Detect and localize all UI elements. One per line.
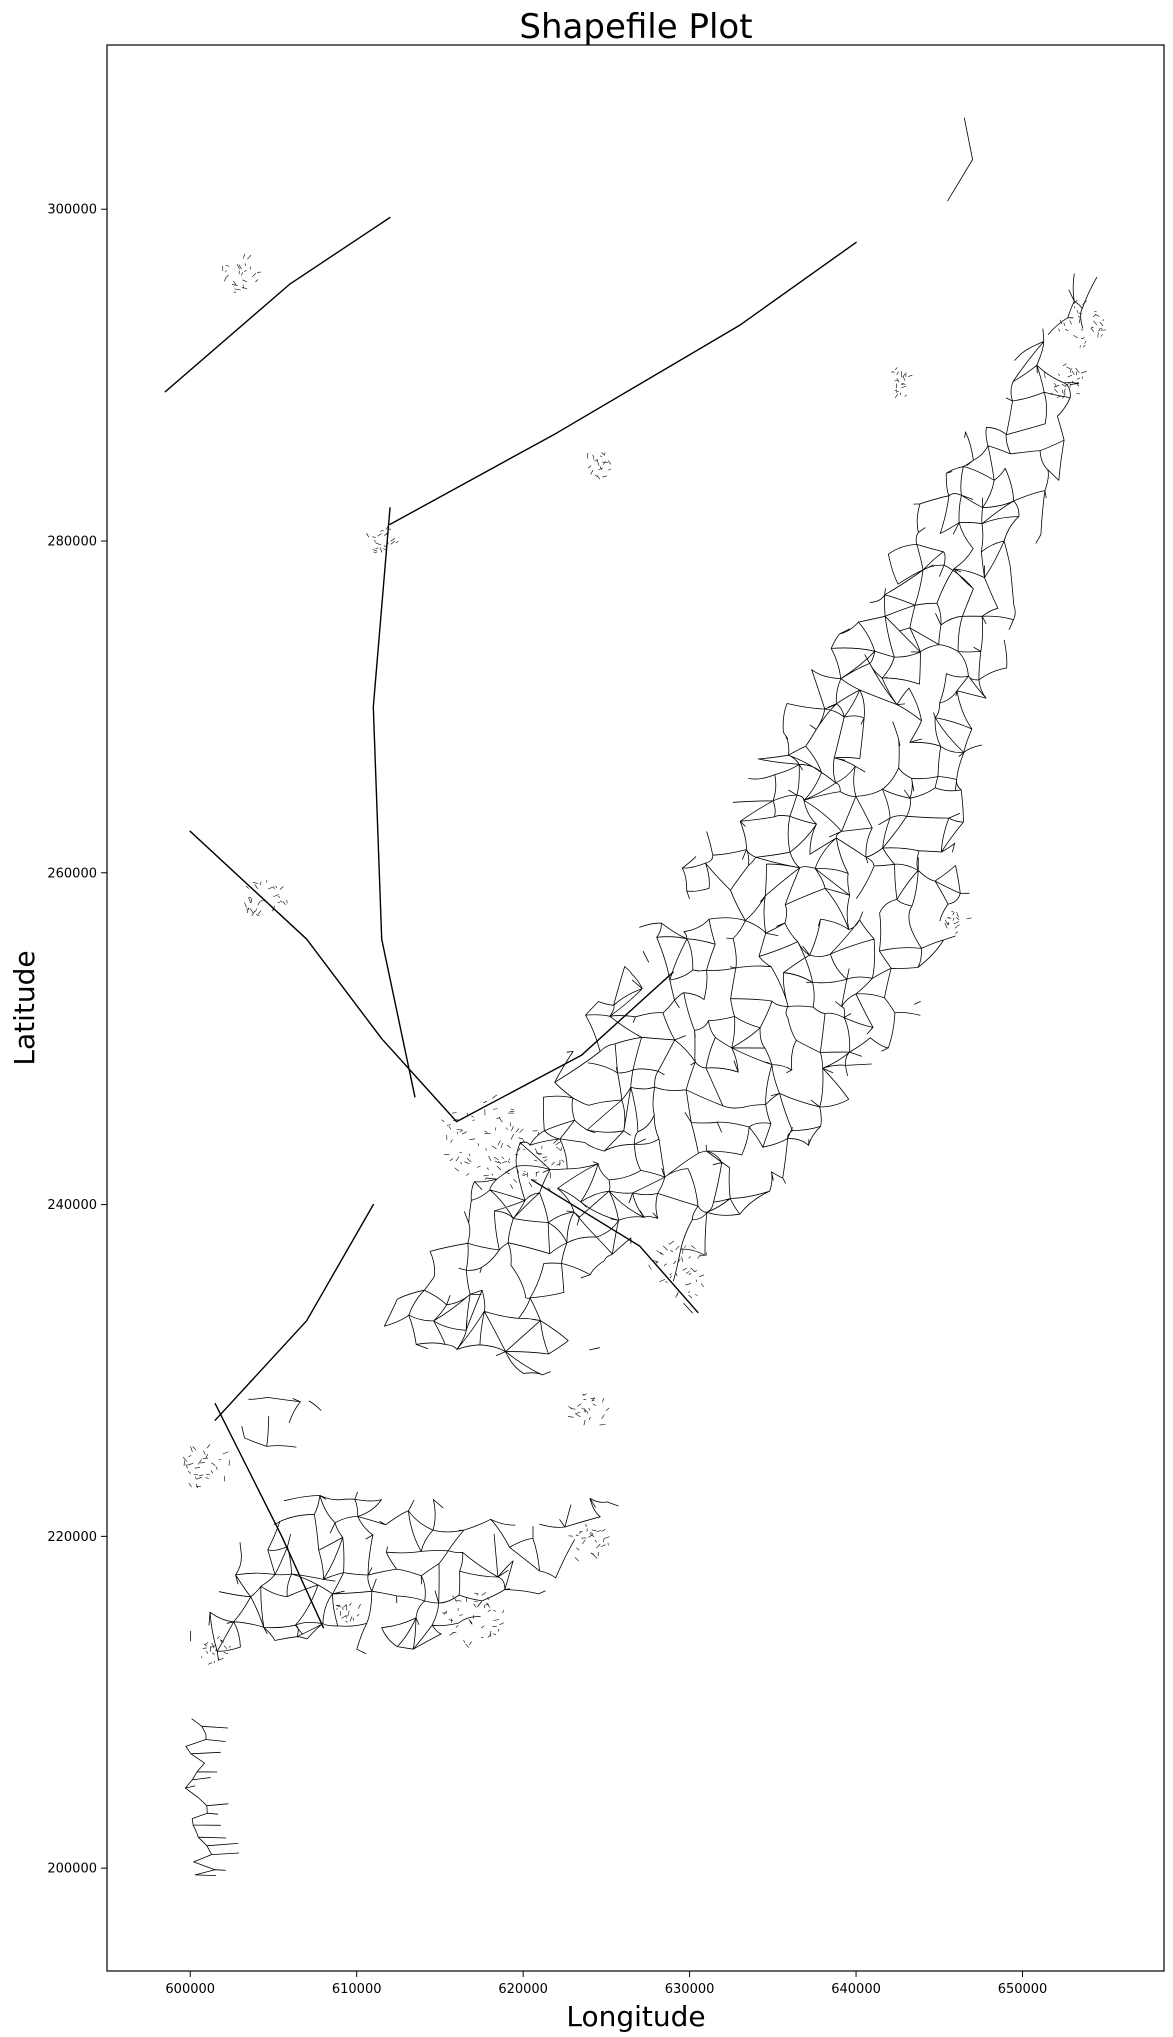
road-network [164,117,1098,1876]
x-axis-title: Longitude [566,2000,705,2033]
y-tick-label: 300000 [47,203,97,218]
y-axis-title: Latitude [8,950,41,1065]
y-tick-label: 200000 [47,1862,97,1877]
island-roads [184,1718,240,1876]
urban-street-mesh [244,880,288,917]
urban-areas [182,253,1107,1665]
urban-street-mesh [648,1240,708,1299]
urban-street-mesh [493,1128,565,1191]
x-tick-label: 640000 [831,1982,881,1997]
x-tick-label: 600000 [165,1982,215,1997]
y-tick-label: 260000 [47,866,97,881]
urban-street-mesh [568,1523,610,1562]
urban-street-mesh [222,253,261,293]
minor-roads [190,273,1098,1661]
north-east-road [947,117,973,202]
x-tick-label: 650000 [998,1982,1048,1997]
urban-street-mesh [182,1444,230,1489]
y-axis: 200000 220000 240000 260000 280000 300000 [47,203,107,1877]
urban-street-mesh [366,526,399,553]
x-tick-label: 630000 [665,1982,715,1997]
urban-street-mesh [891,367,913,399]
urban-street-mesh [944,910,972,934]
x-tick-label: 610000 [332,1982,382,1997]
urban-street-mesh [568,1393,610,1426]
urban-street-mesh [1057,299,1107,348]
x-axis: 600000 610000 620000 630000 640000 650000 [165,1971,1047,1997]
urban-street-mesh [335,1602,361,1623]
y-tick-label: 220000 [47,1530,97,1545]
urban-street-mesh [587,452,612,480]
y-tick-label: 240000 [47,1198,97,1213]
x-tick-label: 620000 [498,1982,548,1997]
urban-street-mesh [1043,363,1087,399]
major-roads [164,216,857,1629]
urban-street-mesh [441,1094,524,1180]
y-tick-label: 280000 [47,535,97,550]
urban-street-mesh [201,1635,232,1665]
urban-street-mesh [442,1592,505,1648]
plot-frame [106,44,1165,1972]
chart-title: Shapefile Plot [519,7,752,47]
